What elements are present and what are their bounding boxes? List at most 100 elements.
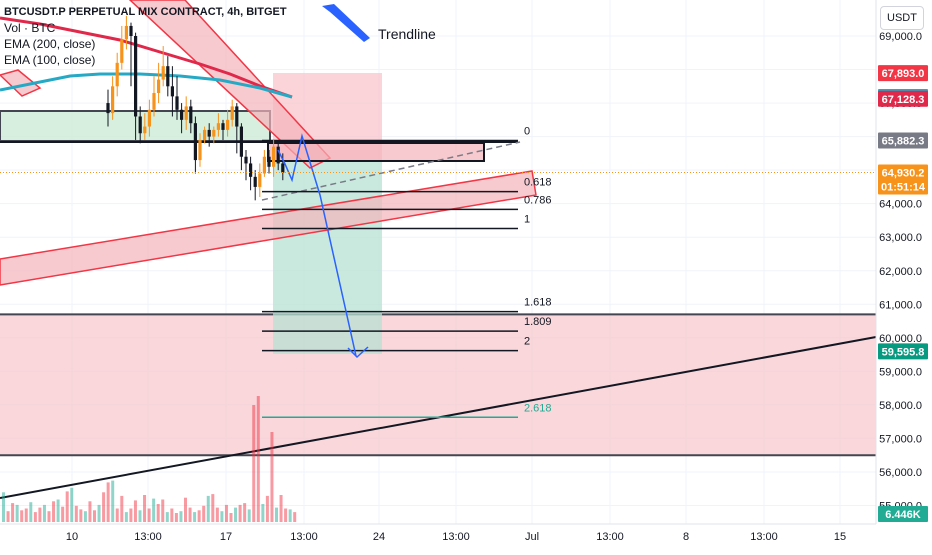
candle-body [180,109,184,120]
price-badge-label: 64,930.2 [882,167,925,179]
volume-bar [33,512,37,522]
y-tick-label: 59,000.0 [879,366,922,378]
price-badge-label: 67,893.0 [882,68,925,80]
fib-label-0: 0 [524,126,530,138]
candle-body [253,176,257,187]
projected-path [277,133,357,357]
volume-bar [193,512,197,522]
candle-body [189,106,193,124]
candle-body [198,139,202,161]
volume-bar [234,507,238,522]
fib-label-1: 1 [524,213,530,225]
candle-body [115,62,119,87]
candle-body [134,36,138,117]
y-tick-label: 63,000.0 [879,232,922,244]
volume-bar [179,511,183,522]
x-tick-label: 17 [220,531,232,543]
volume-bar [11,503,15,522]
price-badge [878,506,928,522]
support-zone [0,314,876,456]
fib-label-1.809: 1.809 [524,316,552,328]
candle-body [129,25,133,36]
target-zone [273,161,382,354]
volume-bar [29,502,33,522]
candle-body [235,106,239,127]
fib-label-0.618: 0.618 [524,177,552,189]
candle-body [175,96,179,110]
y-tick-label: 61,000.0 [879,299,922,311]
volume-bar [288,509,292,522]
ema200-legend[interactable]: EMA (200, close) [4,37,96,51]
volume-bar [74,505,78,522]
y-tick-label: 56,000.0 [879,467,922,479]
volume-bar [293,512,297,522]
fib-label-2.618: 2.618 [524,402,552,414]
volume-bar [170,508,174,522]
volume-bar [156,504,160,522]
volume-bar [238,504,242,522]
x-tick-label: 8 [683,531,689,543]
fib-label-1.618: 1.618 [524,297,552,309]
volume-legend[interactable]: Vol · BTC [4,21,56,35]
price-badge-label: 59,595.8 [882,346,925,358]
volume-bar [152,498,156,522]
candle-body [249,163,253,177]
volume-bar [61,506,65,522]
price-badge [878,65,928,82]
volume-bar [165,512,169,522]
volume-bar [224,504,228,522]
volume-bar [265,495,269,522]
x-tick-label: 15 [834,531,846,543]
candle-body [161,66,165,80]
x-tick-label: 10 [66,531,78,543]
symbol-title[interactable]: BTCUSDT.P PERPETUAL MIX CONTRACT, 4h, BI… [4,6,287,18]
price-badge-label: 01:51:14 [881,181,926,193]
volume-bar [279,495,283,522]
candle-body [157,79,161,94]
volume-bar [284,508,288,522]
candle-body [212,129,216,137]
volume-bar [88,501,92,522]
volume-bar [133,500,137,522]
currency-button[interactable]: USDT [880,6,924,30]
candle-body [120,39,124,63]
candle-body [203,129,207,140]
price-badge [878,164,928,181]
volume-bar [202,505,206,522]
volume-bar [38,507,42,522]
ema100-legend[interactable]: EMA (100, close) [4,53,96,67]
candle-body [230,106,234,120]
time-axis [0,524,932,550]
projection-arrowhead [347,346,369,359]
candle-body [267,156,271,167]
candle-body [143,126,147,134]
descending-channel-small [0,69,42,97]
volume-bar [275,507,278,522]
volume-bar [184,497,187,522]
candle-body [111,86,115,114]
x-tick-label: 13:00 [596,531,624,543]
y-tick-label: 60,000.0 [879,333,922,345]
chart-legend: BTCUSDT.P PERPETUAL MIX CONTRACT, 4h, BI… [4,4,287,68]
volume-bar [20,510,24,522]
volume-bar [129,508,133,522]
candle-body [216,123,220,130]
candle-body [166,66,170,87]
volume-bar [252,405,256,522]
price-badge [878,90,928,107]
volume-bar [138,510,142,522]
volume-bar [197,510,201,522]
candle-body [106,103,110,114]
price-badge-label: 65,882.3 [882,136,925,148]
price-badge-label: 6.446K [885,509,921,521]
volume-bar [174,513,178,522]
candle-body [226,119,230,130]
volume-bar [93,510,96,522]
candle-body [276,146,280,164]
candle-body [272,146,276,167]
price-badge [878,132,928,149]
volume-bar [56,499,60,522]
x-tick-label: 24 [373,531,385,543]
